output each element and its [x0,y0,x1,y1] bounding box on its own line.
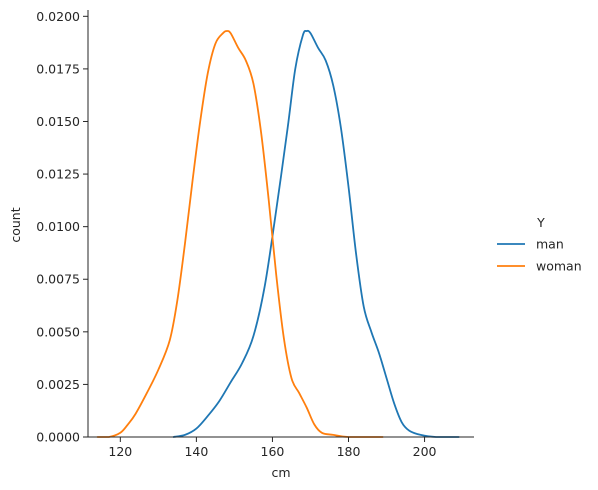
y-tick-label: 0.0025 [36,377,80,392]
series-line-man [172,29,460,438]
y-tick-label: 0.0075 [36,272,80,287]
series-line-woman [96,30,384,438]
y-tick-label: 0.0200 [36,9,80,24]
y-tick-label: 0.0100 [36,219,80,234]
y-tick-label: 0.0000 [36,430,80,445]
x-tick-label: 160 [261,444,285,459]
y-tick-label: 0.0050 [36,324,80,339]
x-tick-label: 120 [108,444,132,459]
legend-label-woman: woman [536,259,582,274]
x-tick-label: 200 [413,444,437,459]
y-tick-label: 0.0150 [36,114,80,129]
x-axis-label: cm [271,465,290,480]
legend-label-man: man [536,237,564,252]
x-tick-label: 140 [184,444,208,459]
x-tick-label: 180 [337,444,361,459]
series-layer [96,29,460,438]
legend-title: Y [536,215,545,230]
y-tick-label: 0.0175 [36,61,80,76]
axes-layer: 120 140 160 180 200 0.0000 0.0025 0.0050 0.0075 0… [36,9,474,459]
y-axis-label: count [8,207,23,242]
y-tick-label: 0.0125 [36,167,80,182]
